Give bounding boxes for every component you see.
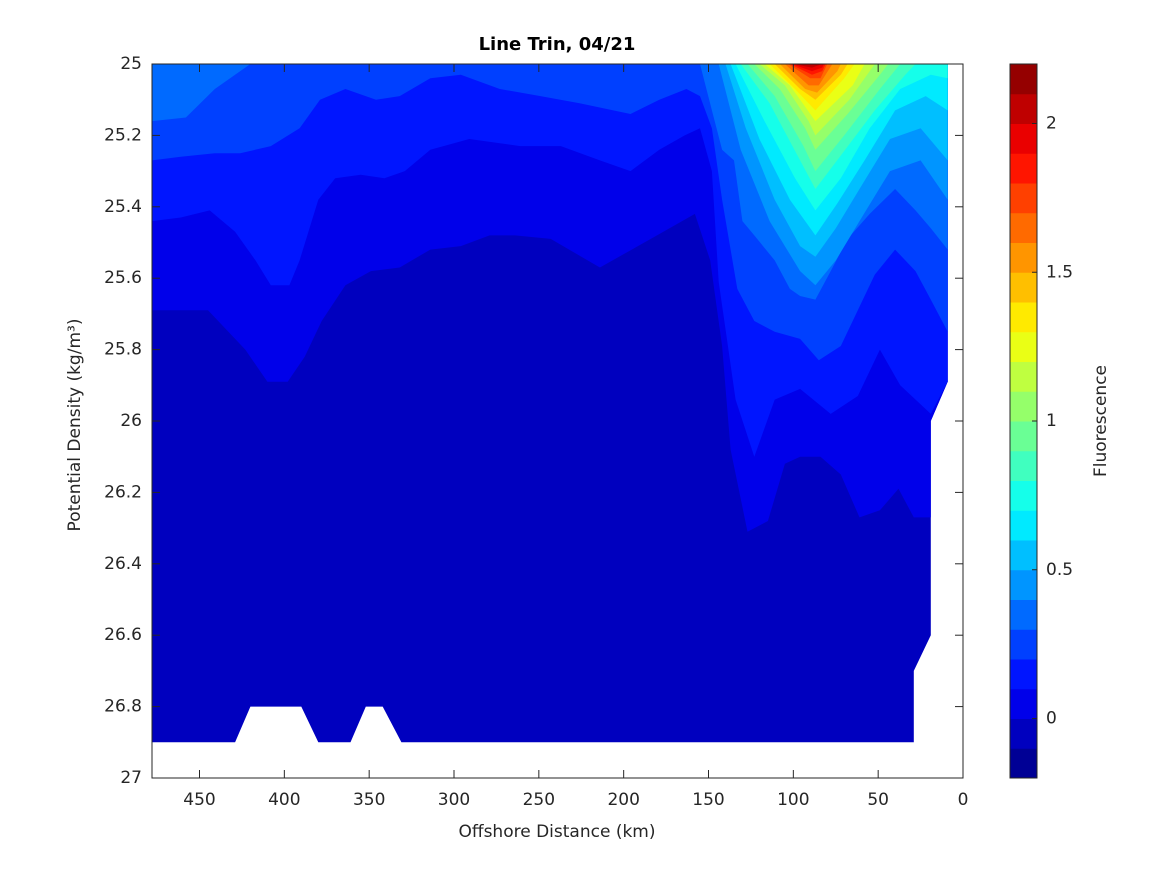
colorbar-band (1010, 242, 1037, 273)
colorbar-tick-label: 2 (1046, 114, 1057, 134)
y-tick-label: 27 (120, 768, 142, 788)
colorbar-tick-label: 1.5 (1046, 262, 1073, 282)
colorbar-band (1010, 659, 1037, 690)
x-tick-label: 50 (867, 790, 889, 810)
x-tick-label: 300 (438, 790, 470, 810)
x-tick-label: 350 (353, 790, 385, 810)
colorbar-band (1010, 153, 1037, 184)
plot-area (152, 64, 948, 743)
y-tick-label: 26 (120, 411, 142, 431)
colorbar-band (1010, 450, 1037, 481)
y-tick-label: 25.8 (104, 340, 142, 360)
y-tick-label: 25 (120, 54, 142, 74)
colorbar-band (1010, 272, 1037, 303)
x-tick-label: 200 (607, 790, 639, 810)
colorbar-band (1010, 688, 1037, 719)
colorbar-band (1010, 569, 1037, 600)
colorbar-band (1010, 123, 1037, 154)
y-tick-label: 26.2 (104, 482, 142, 502)
colorbar-band (1010, 629, 1037, 660)
y-tick-label: 25.6 (104, 268, 142, 288)
colorbar-band (1010, 212, 1037, 243)
colorbar-band (1010, 510, 1037, 541)
x-tick-label: 250 (523, 790, 555, 810)
contour-band (152, 64, 251, 122)
colorbar-band (1010, 302, 1037, 333)
colorbar-tick-label: 1 (1046, 411, 1057, 431)
y-tick-label: 26.4 (104, 554, 142, 574)
colorbar-band (1010, 540, 1037, 571)
y-tick-label: 26.6 (104, 625, 142, 645)
y-tick-label: 25.4 (104, 197, 142, 217)
colorbar-band (1010, 421, 1037, 452)
colorbar-band (1010, 391, 1037, 422)
colorbar-band (1010, 64, 1037, 95)
y-tick-label: 25.2 (104, 125, 142, 145)
colorbar-band (1010, 599, 1037, 630)
colorbar-band (1010, 361, 1037, 392)
colorbar-label: Fluorescence (1091, 365, 1111, 477)
colorbar-band (1010, 183, 1037, 214)
colorbar-band (1010, 748, 1037, 779)
x-tick-label: 0 (958, 790, 969, 810)
y-axis-label: Potential Density (kg/m³) (65, 319, 85, 532)
x-tick-label: 400 (268, 790, 300, 810)
x-tick-label: 450 (183, 790, 215, 810)
y-tick-label: 26.8 (104, 697, 142, 717)
chart-title: Line Trin, 04/21 (479, 34, 636, 55)
x-tick-label: 150 (692, 790, 724, 810)
colorbar-tick-label: 0.5 (1046, 560, 1073, 580)
x-axis-label: Offshore Distance (km) (458, 822, 655, 842)
colorbar-band (1010, 480, 1037, 511)
colorbar-tick-label: 0 (1046, 709, 1057, 729)
colorbar-band (1010, 718, 1037, 749)
contour-band (793, 64, 823, 68)
colorbar-band (1010, 331, 1037, 362)
colorbar-band (1010, 93, 1037, 124)
x-tick-label: 100 (777, 790, 809, 810)
